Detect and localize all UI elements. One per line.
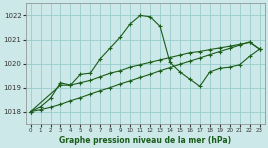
X-axis label: Graphe pression niveau de la mer (hPa): Graphe pression niveau de la mer (hPa) <box>59 136 231 145</box>
